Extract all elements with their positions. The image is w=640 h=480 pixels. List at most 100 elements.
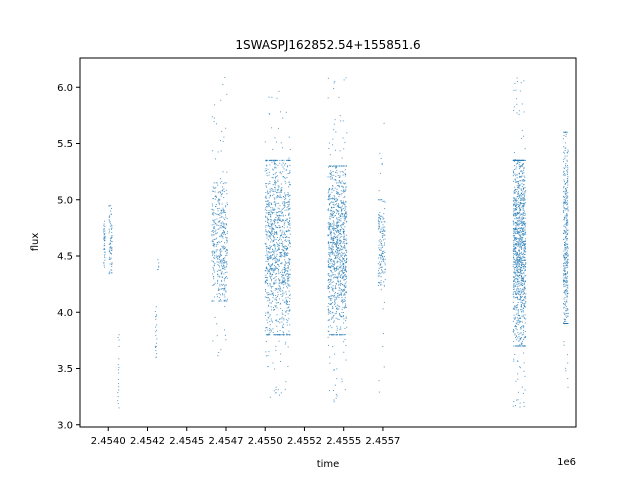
data-point	[564, 252, 566, 254]
data-point	[523, 205, 525, 207]
data-point	[342, 307, 344, 309]
data-point	[330, 296, 332, 298]
data-point	[279, 191, 281, 193]
data-point	[339, 281, 341, 283]
data-point	[338, 210, 340, 212]
data-point	[221, 223, 223, 225]
data-point	[332, 239, 334, 241]
data-point	[331, 298, 333, 300]
data-point	[283, 278, 285, 280]
data-point	[279, 303, 281, 305]
data-point	[517, 162, 519, 164]
data-point	[211, 300, 213, 302]
data-point	[223, 246, 225, 248]
data-point	[563, 210, 565, 212]
data-point	[282, 162, 284, 164]
data-point	[334, 270, 336, 272]
data-point	[345, 206, 347, 208]
data-point	[337, 280, 339, 282]
data-point	[271, 239, 273, 241]
data-point	[331, 238, 333, 240]
data-point	[328, 264, 330, 266]
data-point	[566, 264, 568, 266]
data-point	[214, 282, 216, 284]
data-point	[345, 270, 347, 272]
data-point	[283, 159, 285, 161]
data-point	[345, 320, 347, 322]
data-point	[567, 312, 569, 314]
data-point	[516, 252, 518, 254]
data-point	[213, 182, 215, 184]
data-point	[269, 191, 271, 193]
data-point	[335, 251, 337, 253]
data-point	[328, 196, 330, 198]
data-point	[517, 288, 519, 290]
data-point	[268, 251, 270, 253]
data-point	[517, 280, 519, 282]
data-point	[214, 255, 216, 257]
data-point	[220, 273, 222, 275]
data-point	[335, 245, 337, 247]
data-point	[333, 190, 335, 192]
data-point	[346, 261, 348, 263]
data-point	[289, 310, 291, 312]
data-point	[336, 260, 338, 262]
data-point	[566, 159, 568, 161]
data-point	[565, 267, 567, 269]
data-point	[379, 239, 381, 241]
data-point	[337, 254, 339, 256]
data-point	[280, 353, 282, 355]
data-point	[214, 219, 216, 221]
data-point	[219, 285, 221, 287]
data-point	[272, 241, 274, 243]
data-point	[565, 198, 567, 200]
data-point	[345, 239, 347, 241]
data-point	[214, 316, 216, 318]
data-point	[276, 258, 278, 260]
data-point	[289, 195, 291, 197]
data-point	[380, 215, 382, 217]
data-point	[564, 155, 566, 157]
data-point	[525, 238, 527, 240]
data-point	[515, 163, 517, 165]
data-point	[523, 370, 525, 372]
data-point	[221, 233, 223, 235]
data-point	[277, 248, 279, 250]
data-point	[331, 252, 333, 254]
data-point	[513, 279, 515, 281]
data-point	[566, 295, 568, 297]
data-point	[521, 236, 523, 238]
data-point	[219, 217, 221, 219]
data-point	[518, 217, 520, 219]
data-point	[517, 312, 519, 314]
data-point	[336, 378, 338, 380]
data-point	[512, 239, 514, 241]
data-point	[111, 269, 113, 271]
data-point	[516, 296, 518, 298]
data-point	[334, 149, 336, 151]
data-point	[519, 209, 521, 211]
data-point	[378, 244, 380, 246]
data-point	[225, 216, 227, 218]
data-point	[289, 295, 291, 297]
data-point	[213, 227, 215, 229]
data-point	[330, 299, 332, 301]
data-point	[343, 293, 345, 295]
data-point	[282, 331, 284, 333]
data-point	[339, 238, 341, 240]
data-point	[223, 209, 225, 211]
data-point	[567, 229, 569, 231]
data-point	[340, 254, 342, 256]
data-point	[216, 244, 218, 246]
data-point	[340, 289, 342, 291]
data-point	[265, 216, 267, 218]
data-point	[274, 231, 276, 233]
data-point	[220, 195, 222, 197]
data-point	[338, 274, 340, 276]
data-point	[345, 344, 347, 346]
data-point	[335, 244, 337, 246]
data-point	[384, 208, 386, 210]
data-point	[337, 204, 339, 206]
data-point	[270, 189, 272, 191]
data-point	[337, 192, 339, 194]
